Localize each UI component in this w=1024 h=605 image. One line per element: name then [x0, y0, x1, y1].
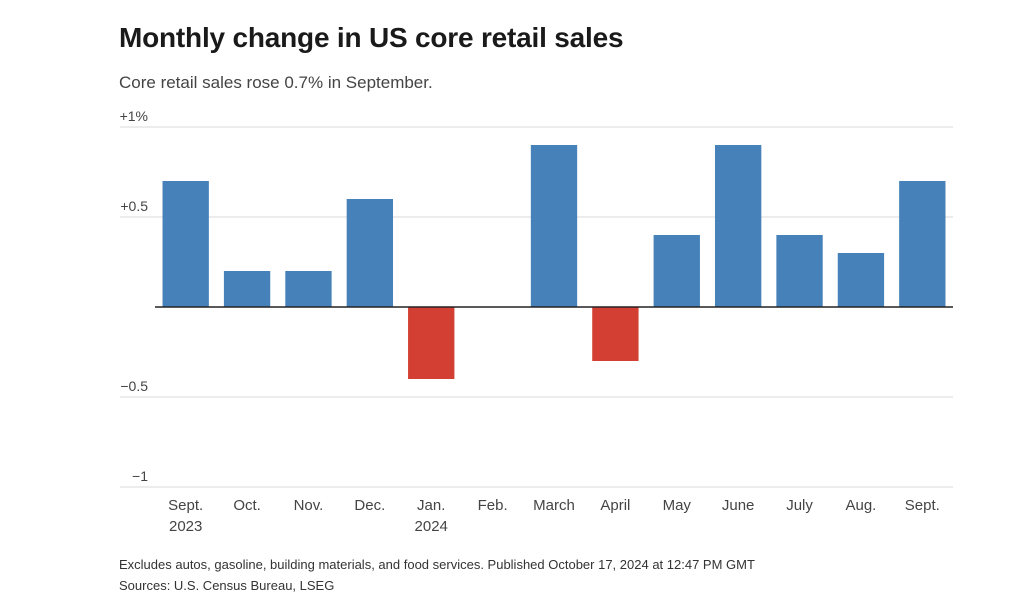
x-tick-label: Jan. — [417, 497, 445, 514]
bar — [837, 253, 885, 307]
bar — [346, 199, 394, 307]
y-tick-label: +0.5 — [120, 198, 148, 214]
bar — [592, 307, 639, 361]
bars — [162, 145, 946, 379]
x-tick-label: 2023 — [169, 518, 202, 535]
x-tick-label: April — [600, 497, 630, 514]
y-tick-label: −1 — [132, 468, 148, 484]
y-tick-label: −0.5 — [120, 378, 148, 394]
x-tick-label: Aug. — [845, 497, 876, 514]
chart-title: Monthly change in US core retail sales — [119, 22, 624, 53]
x-tick-label: Nov. — [294, 497, 324, 514]
bar — [653, 235, 700, 307]
x-tick-label: Sept. — [905, 497, 940, 514]
y-tick-label: +1% — [120, 108, 148, 124]
x-tick-label: Feb. — [478, 497, 508, 514]
x-tick-label: Dec. — [354, 497, 385, 514]
bar — [408, 307, 455, 379]
bar — [162, 181, 209, 307]
chart-subtitle: Core retail sales rose 0.7% in September… — [119, 73, 433, 92]
x-tick-labels: Sept. 2023 Oct. Nov. Dec. Jan. 2024 Feb. March Ap… — [168, 497, 940, 535]
bar — [285, 271, 332, 307]
x-tick-label: May — [663, 497, 692, 514]
chart-footnote: Excludes autos, gasoline, building mater… — [119, 557, 755, 572]
x-tick-label: June — [722, 497, 755, 514]
bar — [530, 145, 578, 307]
chart-source: Sources: U.S. Census Bureau, LSEG — [119, 578, 335, 593]
y-tick-labels: +1% +0.5 −0.5 −1 — [120, 108, 149, 484]
bar — [714, 145, 762, 307]
x-tick-label: Oct. — [233, 497, 261, 514]
x-tick-label: March — [533, 497, 575, 514]
x-tick-label: July — [786, 497, 813, 514]
x-tick-label: 2024 — [415, 518, 448, 535]
bar — [223, 271, 271, 307]
bar-chart: +1% +0.5 −0.5 −1 Sept. 2023 Oct. Nov. Dec. Jan. 2… — [120, 108, 953, 535]
bar — [776, 235, 823, 307]
x-tick-label: Sept. — [168, 497, 203, 514]
bar — [899, 181, 946, 307]
